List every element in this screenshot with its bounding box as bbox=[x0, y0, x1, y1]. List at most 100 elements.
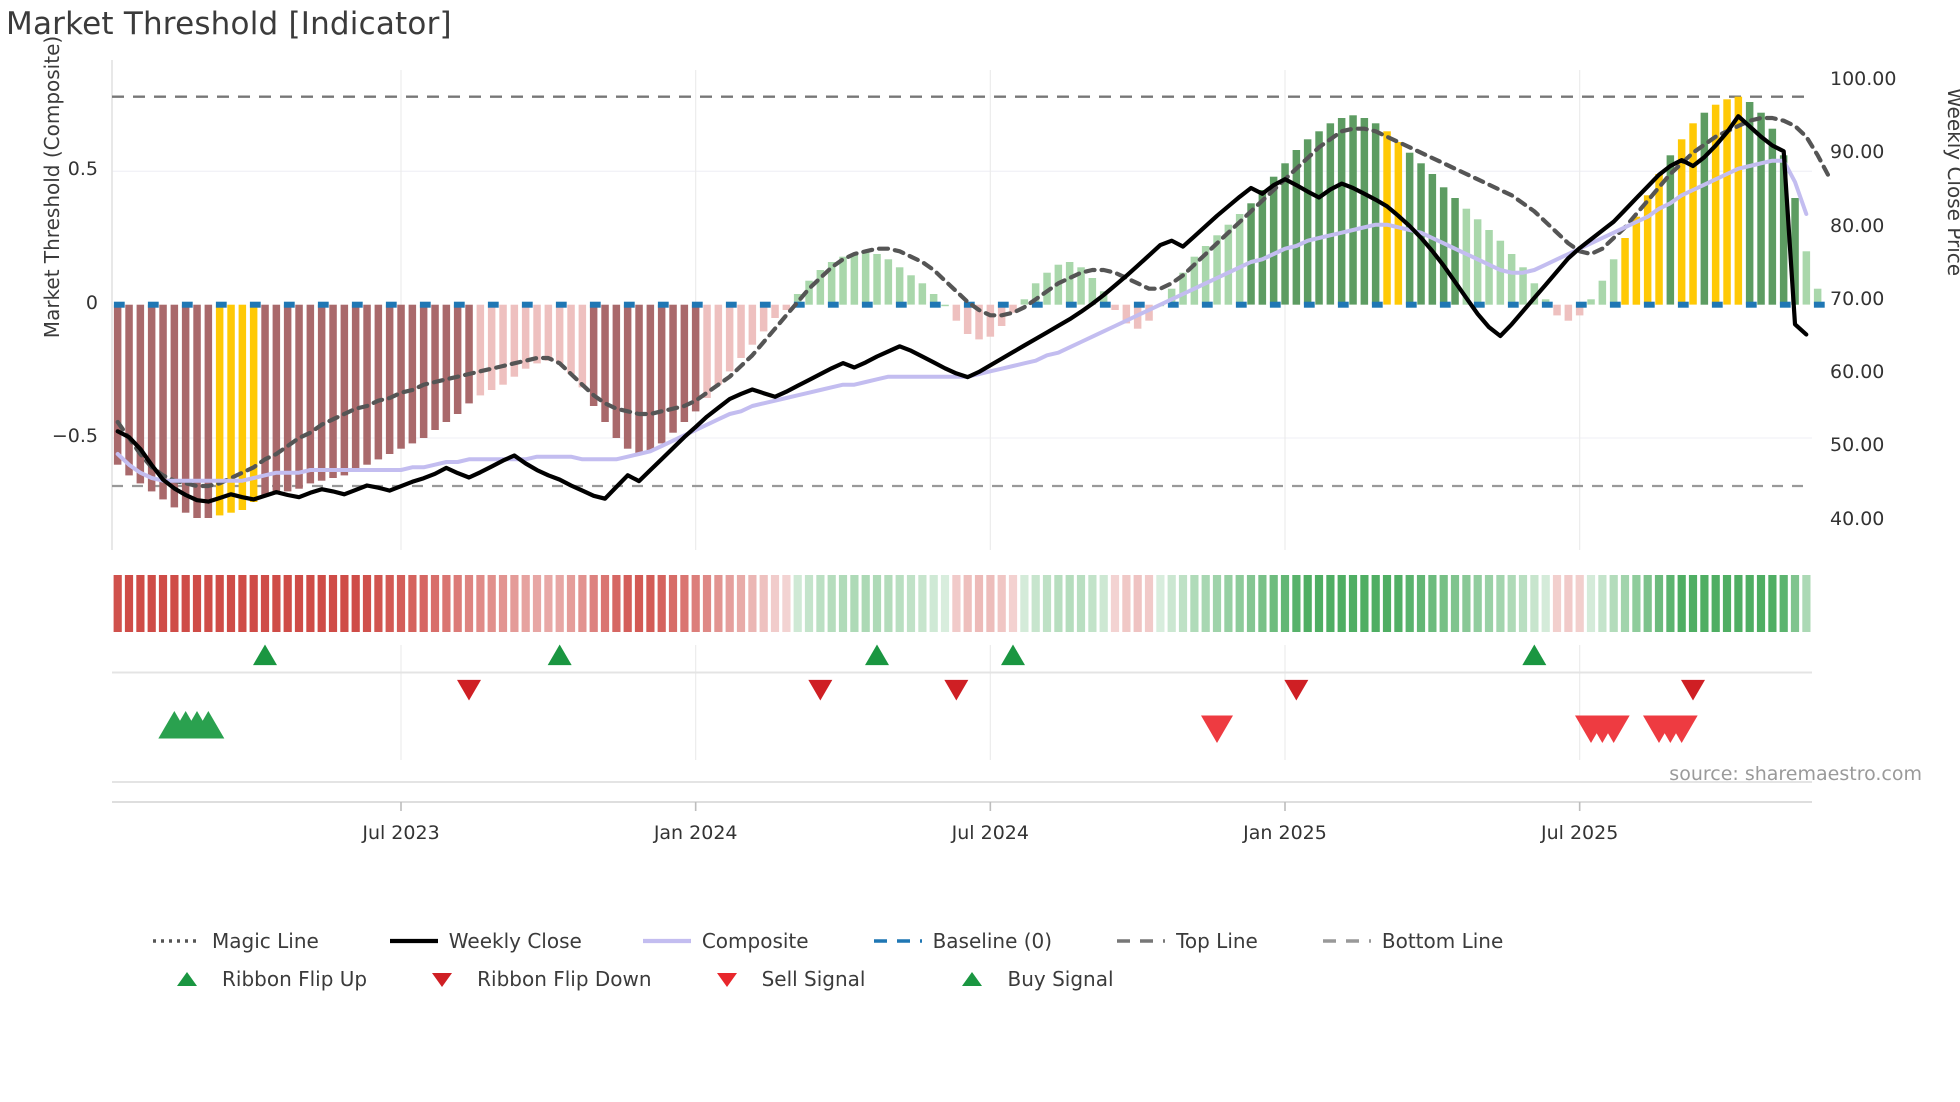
legend-item[interactable]: Ribbon Flip Down bbox=[415, 966, 652, 992]
ribbon-segment bbox=[1643, 575, 1652, 632]
legend-row-markers: Ribbon Flip Up Ribbon Flip Down Sell Signa… bbox=[0, 960, 1960, 998]
ribbon-segment bbox=[657, 575, 666, 632]
baseline-segment bbox=[657, 301, 669, 308]
histogram-bar bbox=[419, 304, 428, 438]
histogram-bar bbox=[963, 304, 972, 334]
baseline-segment bbox=[691, 301, 703, 308]
legend-label: Bottom Line bbox=[1381, 929, 1504, 953]
ribbon-segment bbox=[589, 575, 598, 632]
baseline-segment bbox=[1609, 301, 1621, 308]
ribbon-segment bbox=[1042, 575, 1052, 632]
histogram-bar bbox=[827, 262, 836, 305]
histogram-bar bbox=[805, 280, 813, 305]
histogram-bar bbox=[1371, 123, 1380, 305]
ribbon-segment bbox=[238, 575, 247, 632]
histogram-bar bbox=[1496, 240, 1505, 305]
histogram-bar bbox=[1054, 264, 1063, 305]
x-tick: Jan 2024 bbox=[653, 822, 738, 844]
histogram-bar bbox=[725, 304, 734, 372]
legend-label: Baseline (0) bbox=[932, 929, 1053, 953]
histogram-bar bbox=[816, 270, 825, 305]
baseline-segment bbox=[895, 301, 907, 308]
buy-signal-marker bbox=[158, 711, 191, 739]
ribbon-segment bbox=[328, 575, 338, 632]
histogram-bar bbox=[1088, 278, 1097, 305]
ribbon-segment bbox=[940, 575, 950, 632]
baseline-segment bbox=[1235, 301, 1247, 308]
baseline-segment bbox=[1473, 301, 1485, 308]
legend-item[interactable]: Composite bbox=[640, 928, 809, 954]
baseline-segment bbox=[1031, 301, 1043, 308]
histogram-bar bbox=[1485, 230, 1493, 305]
legend-item[interactable]: Baseline (0) bbox=[871, 928, 1052, 954]
histogram-bar bbox=[1462, 208, 1471, 305]
ribbon-segment bbox=[1632, 575, 1641, 632]
ribbon-segment bbox=[1654, 575, 1664, 632]
histogram-bar bbox=[351, 304, 360, 470]
ribbon-segment bbox=[1790, 575, 1800, 632]
ribbon-segment bbox=[1382, 575, 1392, 632]
ribbon-segment bbox=[634, 575, 644, 632]
y-tick-left: −0.5 bbox=[51, 425, 98, 447]
histogram-bar bbox=[850, 254, 859, 305]
histogram-bar bbox=[1711, 104, 1720, 305]
ribbon-segment bbox=[1008, 575, 1018, 632]
histogram-bar bbox=[408, 304, 417, 444]
legend-item[interactable]: Top Line bbox=[1114, 928, 1258, 954]
x-tick: Jan 2025 bbox=[1243, 822, 1327, 844]
histogram-bar bbox=[657, 304, 666, 444]
histogram-bar bbox=[193, 304, 201, 518]
histogram-bar bbox=[1791, 198, 1799, 305]
ribbon-segment bbox=[782, 575, 791, 632]
histogram-bar bbox=[374, 304, 383, 460]
legend-item[interactable]: Ribbon Flip Up bbox=[160, 966, 367, 992]
ribbon-segment bbox=[442, 575, 451, 632]
legend-item[interactable]: Buy Signal bbox=[945, 966, 1114, 992]
ribbon-flip-up-marker bbox=[865, 644, 889, 666]
histogram-bar bbox=[1009, 304, 1017, 313]
y-tick-right: 40.00 bbox=[1830, 507, 1885, 530]
histogram-bar bbox=[431, 304, 439, 430]
ribbon-segment bbox=[884, 575, 893, 632]
ribbon-segment bbox=[351, 575, 360, 632]
sell-signal-marker bbox=[1665, 715, 1698, 743]
ribbon-segment bbox=[646, 575, 655, 632]
histogram-bar bbox=[1757, 112, 1765, 305]
baseline-segment bbox=[725, 301, 737, 308]
ribbon-segment bbox=[1258, 575, 1267, 632]
histogram-bar bbox=[1689, 123, 1697, 305]
chart-legend: Magic Line Weekly Close Composite Baseline … bbox=[0, 922, 1960, 998]
legend-item[interactable]: Magic Line bbox=[150, 928, 319, 954]
histogram-bar bbox=[1643, 195, 1652, 305]
baseline-segment bbox=[1813, 301, 1825, 308]
histogram-bar bbox=[1167, 288, 1176, 305]
sell-signal-marker bbox=[1643, 715, 1675, 743]
legend-item[interactable]: Weekly Close bbox=[387, 928, 582, 954]
baseline-segment bbox=[419, 301, 431, 308]
sell-signal-marker bbox=[1586, 715, 1619, 743]
legend-item[interactable]: Bottom Line bbox=[1320, 928, 1503, 954]
histogram-bar bbox=[646, 304, 655, 452]
histogram-bar bbox=[1519, 267, 1527, 305]
baseline-segment bbox=[861, 301, 873, 308]
ribbon-segment bbox=[895, 575, 904, 632]
histogram-bar bbox=[1099, 291, 1108, 305]
histogram-bar bbox=[272, 304, 281, 492]
histogram-bar bbox=[1802, 251, 1811, 305]
histogram-bar bbox=[521, 304, 530, 369]
composite-line bbox=[115, 158, 1809, 483]
histogram-bar bbox=[1179, 272, 1187, 305]
ribbon-segment bbox=[827, 575, 836, 632]
ribbon-segment bbox=[260, 575, 270, 632]
histogram-bar bbox=[1337, 118, 1346, 305]
histogram-bar bbox=[1507, 254, 1516, 305]
legend-item[interactable]: Sell Signal bbox=[700, 966, 865, 992]
ribbon-segment bbox=[1190, 575, 1199, 632]
ribbon-segment bbox=[578, 575, 587, 632]
histogram-bar bbox=[1383, 131, 1391, 305]
y-tick-right: 70.00 bbox=[1830, 287, 1885, 310]
histogram-bar bbox=[476, 304, 485, 396]
ribbon-segment bbox=[1348, 575, 1358, 632]
buy-signal-marker bbox=[181, 711, 213, 739]
ribbon-segment bbox=[226, 575, 236, 632]
